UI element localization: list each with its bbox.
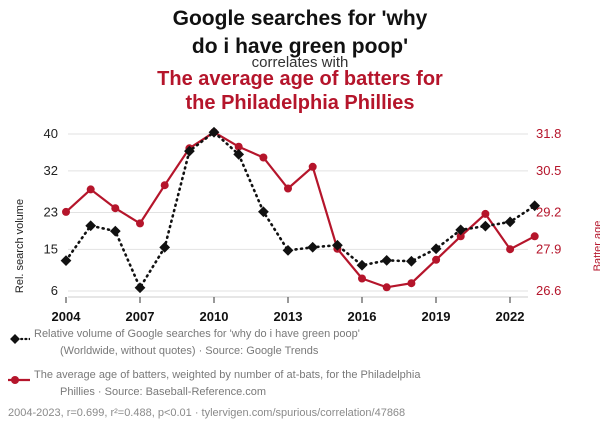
svg-text:15: 15 [44, 241, 58, 256]
svg-text:27.9: 27.9 [536, 241, 561, 256]
svg-text:6: 6 [51, 283, 58, 298]
svg-text:23: 23 [44, 205, 58, 220]
svg-text:2010: 2010 [200, 309, 229, 324]
svg-text:2007: 2007 [126, 309, 155, 324]
svg-text:31.8: 31.8 [536, 126, 561, 141]
svg-text:32: 32 [44, 163, 58, 178]
svg-text:2013: 2013 [274, 309, 303, 324]
svg-text:2016: 2016 [348, 309, 377, 324]
svg-text:2004: 2004 [52, 309, 82, 324]
svg-text:29.2: 29.2 [536, 205, 561, 220]
svg-text:40: 40 [44, 126, 58, 141]
svg-text:2019: 2019 [422, 309, 451, 324]
svg-text:26.6: 26.6 [536, 283, 561, 298]
svg-text:2022: 2022 [496, 309, 525, 324]
svg-text:30.5: 30.5 [536, 163, 561, 178]
